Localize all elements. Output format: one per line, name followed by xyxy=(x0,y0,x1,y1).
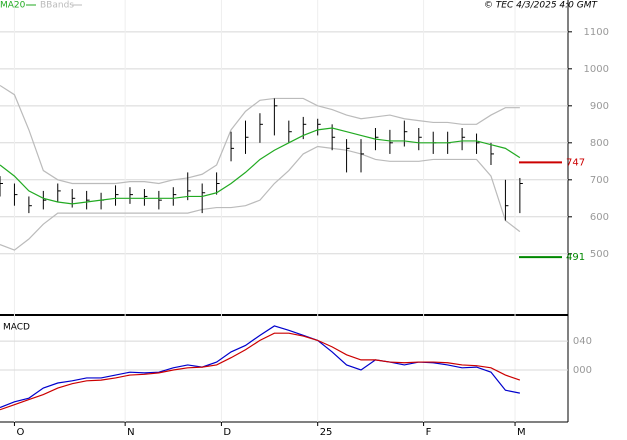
legend-label: BBands xyxy=(40,1,74,11)
band-line xyxy=(0,84,520,185)
panel-label: MACD xyxy=(3,323,30,333)
x-tick-label: N xyxy=(127,427,134,438)
ma-line xyxy=(0,127,521,205)
x-tick-label: M xyxy=(517,427,526,438)
band-line xyxy=(0,145,521,251)
level-label: 491 xyxy=(566,252,585,263)
level-label: 747 xyxy=(566,157,585,168)
x-tick-label: O xyxy=(16,427,24,438)
macd-line xyxy=(0,332,521,411)
macd-line xyxy=(0,325,520,409)
credit: © TEC 4/3/2025 4:0 GMT xyxy=(484,1,599,11)
y-tick-label: 600 xyxy=(590,212,609,223)
y-tick-label: 000 xyxy=(573,365,592,376)
y-tick-label: 700 xyxy=(590,175,609,186)
legend-label: MA20 xyxy=(0,1,26,11)
y-tick-label: 1000 xyxy=(584,64,609,75)
y-tick-label: 900 xyxy=(590,101,609,112)
x-tick-label: D xyxy=(223,427,231,438)
y-tick-label: 800 xyxy=(590,138,609,149)
y-tick-label: 500 xyxy=(590,249,609,260)
x-tick-label: 25 xyxy=(320,427,333,438)
y-tick-label: 1100 xyxy=(584,27,609,38)
x-tick-label: F xyxy=(426,427,432,438)
y-tick-label: 040 xyxy=(573,336,592,347)
